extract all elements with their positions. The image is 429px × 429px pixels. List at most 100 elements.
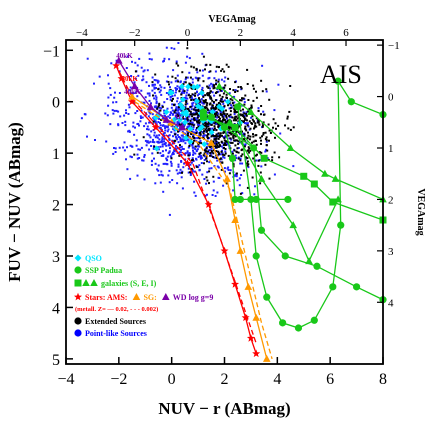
point-like-sources-point (151, 113, 154, 116)
point-like-sources-point (177, 111, 180, 114)
point-like-sources-point (178, 151, 181, 154)
series-point-galaxies-2 (321, 169, 329, 177)
series-point-sg-z-0-02 (223, 174, 231, 182)
point-like-sources-point (153, 97, 156, 100)
point-like-sources-point (210, 167, 213, 170)
point-like-sources-point (193, 191, 196, 194)
point-like-sources-point (253, 193, 256, 196)
point-like-sources-point (182, 140, 185, 143)
point-like-sources-point (235, 174, 238, 177)
point-like-sources-point (109, 123, 112, 126)
point-like-sources-point (190, 172, 192, 175)
y-tick-label: 1 (52, 146, 60, 163)
point-like-sources-point (139, 115, 142, 118)
extended-sources-point (195, 127, 198, 129)
y2-tick-label: 3 (388, 246, 394, 258)
point-like-sources-point (204, 134, 207, 137)
point-like-sources-point (173, 94, 176, 97)
point-like-sources-point (219, 153, 222, 156)
point-like-sources-point (207, 143, 210, 146)
extended-sources-point (224, 140, 227, 143)
point-like-sources-point (176, 100, 179, 103)
point-like-sources-point (160, 141, 163, 143)
extended-sources-point (189, 105, 192, 108)
extended-sources-point (205, 176, 208, 179)
extended-sources-point (208, 111, 211, 114)
extended-sources-point (212, 140, 215, 143)
point-like-sources-point (182, 148, 185, 150)
extended-sources-point (154, 73, 157, 76)
extended-sources-point (217, 108, 220, 111)
point-like-sources-point (222, 115, 225, 118)
extended-sources-point (186, 132, 189, 135)
point-like-sources-point (178, 130, 181, 133)
point-like-sources-point (126, 55, 129, 58)
extended-sources-point (220, 69, 223, 72)
series-point-ssp-padua-3 (337, 221, 345, 229)
extended-sources-point (185, 101, 188, 104)
annotations: 50kK 40kK 40kK SG (116, 52, 184, 122)
point-like-sources-point (203, 178, 206, 180)
series-point-ams-z-0-02 (128, 97, 136, 106)
extended-sources-point (188, 82, 191, 85)
point-like-sources-point (129, 144, 132, 147)
point-like-sources-point (183, 162, 186, 165)
point-like-sources-point (159, 152, 162, 155)
point-like-sources-point (144, 122, 147, 125)
extended-sources-point (187, 154, 190, 157)
point-like-sources-point (157, 80, 160, 83)
point-like-sources-point (114, 91, 116, 94)
point-like-sources-point (179, 80, 182, 83)
x-tick-label: 4 (273, 371, 281, 388)
extended-sources-point (209, 90, 212, 93)
point-like-sources-point (192, 153, 195, 156)
point-like-sources-point (185, 94, 188, 97)
point-like-sources-point (194, 97, 197, 100)
point-like-sources-point (235, 157, 238, 159)
series-point-wd-log-g-9 (130, 82, 139, 90)
extended-sources-point (266, 149, 269, 152)
point-like-sources-point (161, 117, 164, 120)
point-like-sources-point (180, 109, 183, 112)
extended-sources-point (233, 134, 236, 137)
point-like-sources-point (220, 90, 223, 92)
extended-sources-point (217, 150, 220, 153)
point-like-sources-point (197, 166, 200, 169)
extended-sources-point (189, 113, 192, 116)
point-like-sources-point (217, 112, 220, 115)
extended-sources-point (241, 148, 244, 151)
extended-sources-point (224, 152, 227, 155)
extended-sources-point (243, 133, 246, 136)
point-like-sources-point (163, 112, 166, 115)
extended-sources-point (265, 139, 268, 142)
point-like-sources-point (187, 146, 190, 149)
point-like-sources-point (214, 139, 217, 142)
point-like-sources-point (149, 136, 152, 139)
extended-sources-point (207, 150, 209, 153)
extended-sources-point (292, 126, 295, 129)
extended-sources-point (252, 120, 255, 123)
point-like-sources-point (195, 128, 198, 131)
legend-label-sg: SG: (143, 293, 156, 302)
extended-sources-point (237, 86, 240, 88)
extended-sources-point (234, 109, 237, 112)
point-like-sources-point (209, 145, 212, 147)
extended-sources-point (224, 120, 227, 123)
point-like-sources-point (112, 101, 115, 104)
extended-sources-point (232, 104, 235, 107)
series-point-sg-z-0-02 (236, 246, 245, 254)
extended-sources-point (215, 143, 218, 145)
extended-sources-point (142, 136, 145, 139)
point-like-sources-point (175, 116, 178, 118)
point-like-sources-point (205, 193, 208, 196)
extended-sources-point (244, 118, 247, 121)
point-like-sources-point (123, 114, 126, 117)
point-like-sources-point (243, 122, 246, 125)
point-like-sources-point (134, 61, 137, 64)
extended-sources-point (156, 107, 159, 110)
legend-marker-wd-log-g-9 (161, 293, 170, 300)
point-like-sources-point (188, 115, 191, 118)
point-like-sources-point (186, 76, 189, 79)
qso-point (179, 104, 186, 111)
point-like-sources-point (228, 92, 231, 95)
